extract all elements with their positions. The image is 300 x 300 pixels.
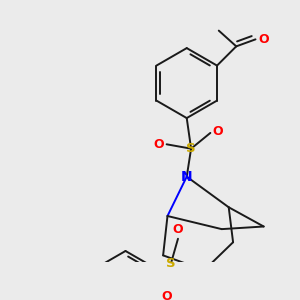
Text: O: O	[153, 138, 164, 151]
Text: N: N	[181, 170, 193, 184]
Text: O: O	[258, 33, 269, 46]
Text: S: S	[166, 257, 176, 270]
Text: O: O	[212, 125, 223, 138]
Text: O: O	[161, 290, 172, 300]
Text: S: S	[186, 142, 196, 155]
Text: O: O	[173, 223, 183, 236]
